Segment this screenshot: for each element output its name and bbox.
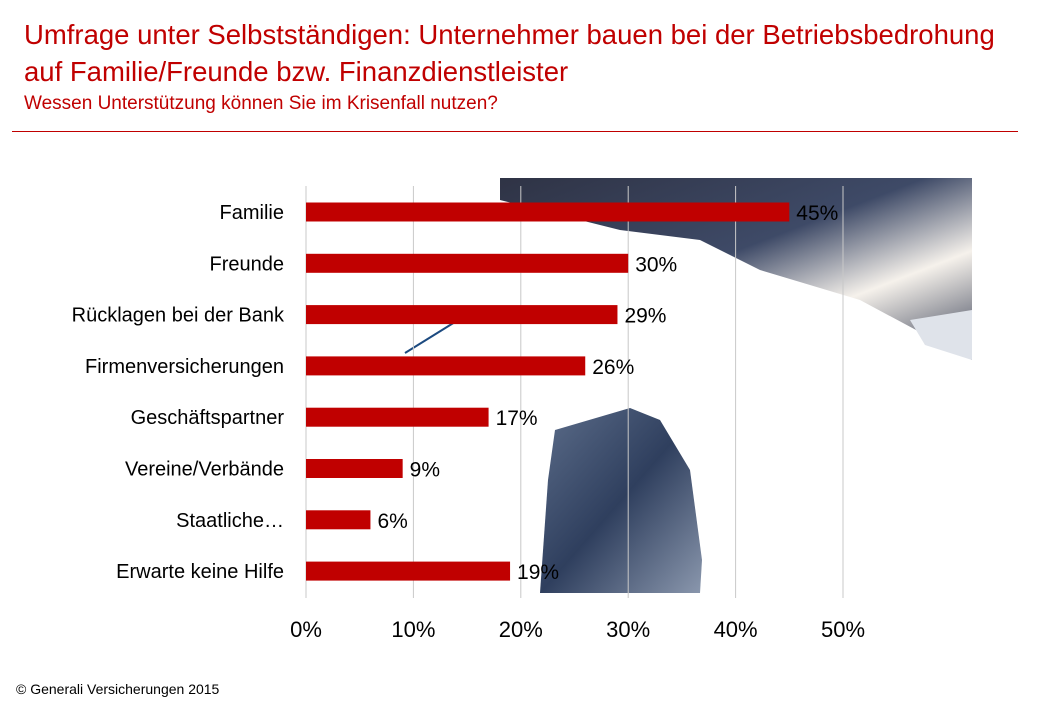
chart-title: Umfrage unter Selbstständigen: Unternehm… bbox=[24, 19, 995, 87]
data-label: 45% bbox=[796, 202, 838, 225]
x-tick-label: 50% bbox=[821, 617, 865, 642]
bar bbox=[306, 356, 586, 376]
data-label: 19% bbox=[517, 561, 559, 584]
x-tick-label: 30% bbox=[606, 617, 650, 642]
category-label: Geschäftspartner bbox=[131, 407, 285, 429]
x-tick-label: 10% bbox=[391, 617, 435, 642]
category-label: Familie bbox=[220, 202, 284, 224]
category-label: Erwarte keine Hilfe bbox=[116, 561, 284, 583]
data-label: 26% bbox=[592, 356, 634, 379]
data-label: 17% bbox=[496, 407, 538, 430]
bar bbox=[306, 202, 790, 222]
bar bbox=[306, 305, 618, 325]
bar bbox=[306, 459, 403, 478]
category-label: Firmenversicherungen bbox=[85, 356, 284, 378]
background-photo bbox=[404, 178, 972, 593]
data-label: 9% bbox=[410, 459, 440, 482]
x-tick-label: 20% bbox=[499, 617, 543, 642]
bar bbox=[306, 407, 489, 427]
bar bbox=[306, 561, 511, 581]
copyright-notice: © Generali Versicherungen 2015 bbox=[16, 681, 220, 697]
data-label: 29% bbox=[624, 305, 666, 328]
category-label: Vereine/Verbände bbox=[125, 459, 284, 481]
category-label: Freunde bbox=[210, 253, 285, 275]
title-divider bbox=[12, 131, 1018, 132]
bar bbox=[306, 253, 629, 273]
data-label: 30% bbox=[635, 253, 677, 276]
chart-subtitle: Wessen Unterstützung können Sie im Krise… bbox=[24, 93, 498, 114]
category-label: Staatliche… bbox=[176, 510, 284, 532]
x-tick-label: 0% bbox=[290, 617, 322, 642]
data-label: 6% bbox=[377, 510, 407, 533]
category-label: Rücklagen bei der Bank bbox=[72, 305, 285, 327]
x-tick-label: 40% bbox=[714, 617, 758, 642]
bar bbox=[306, 510, 371, 530]
